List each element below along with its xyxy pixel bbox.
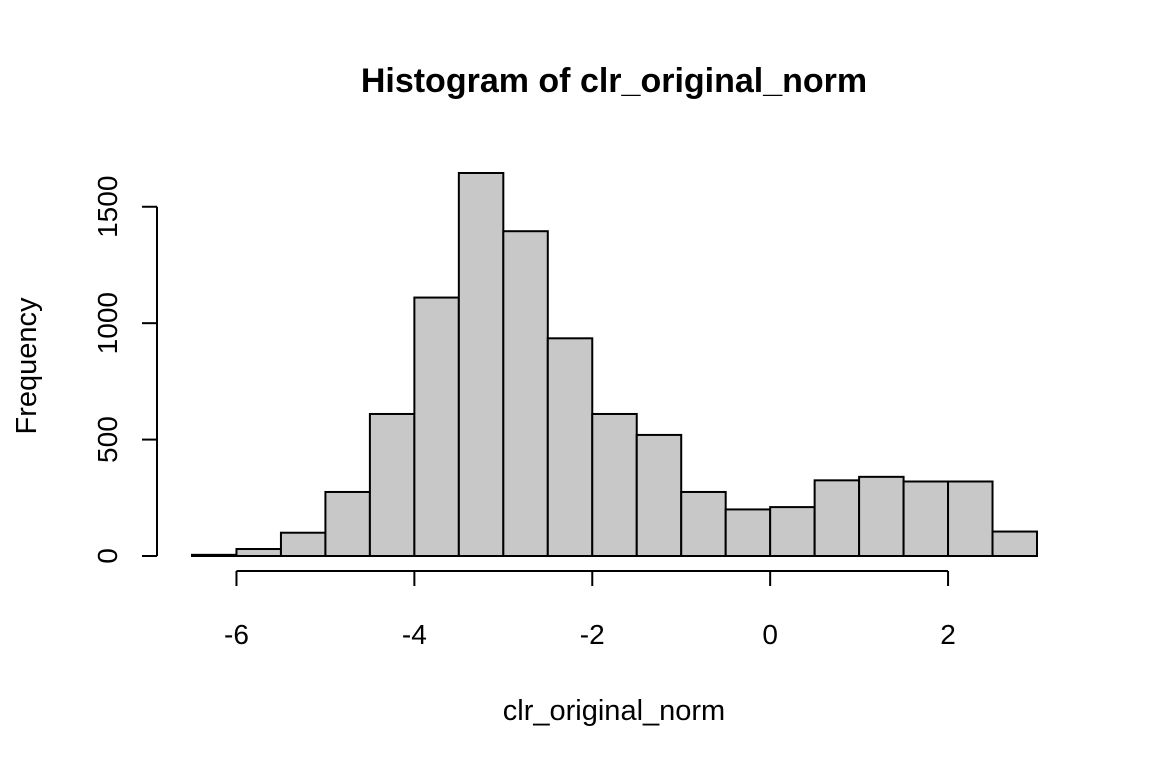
- histogram-bar: [413, 296, 460, 557]
- x-axis-label: clr_original_norm: [503, 695, 725, 727]
- histogram-bars: [191, 172, 1038, 558]
- x-tick-label: -4: [402, 619, 427, 650]
- histogram-bar: [457, 172, 505, 557]
- x-tick-label: -2: [580, 619, 605, 650]
- histogram-bar: [991, 530, 1038, 557]
- y-axis: 0 500 1000 1500: [92, 176, 158, 564]
- y-tick-label: 1500: [92, 176, 123, 238]
- histogram-bar: [858, 475, 905, 557]
- y-axis-label: Frequency: [11, 297, 43, 435]
- y-tick-label: 1000: [92, 292, 123, 354]
- histogram-bar: [902, 480, 950, 558]
- chart-title: Histogram of clr_original_norm: [361, 62, 867, 100]
- histogram-bar: [724, 508, 772, 558]
- histogram-bar: [502, 230, 549, 557]
- histogram-bar: [191, 553, 238, 558]
- y-tick-label: 500: [92, 416, 123, 463]
- histogram-bar: [235, 548, 282, 557]
- histogram-bar: [546, 337, 594, 557]
- histogram-bar: [279, 531, 327, 558]
- x-axis: -6 -4 -2 0 2: [224, 570, 956, 650]
- x-tick-label: 0: [762, 619, 778, 650]
- histogram-bar: [769, 506, 816, 557]
- histogram-bar: [324, 490, 371, 558]
- histogram-bar: [680, 490, 727, 558]
- histogram-bar: [591, 412, 638, 557]
- x-tick-label: -6: [224, 619, 249, 650]
- y-tick-label: 0: [92, 548, 123, 564]
- histogram-bar: [813, 479, 861, 557]
- histogram-bar: [635, 433, 683, 557]
- histogram-bar: [947, 480, 994, 558]
- histogram-bar: [368, 412, 416, 557]
- x-tick-label: 2: [940, 619, 956, 650]
